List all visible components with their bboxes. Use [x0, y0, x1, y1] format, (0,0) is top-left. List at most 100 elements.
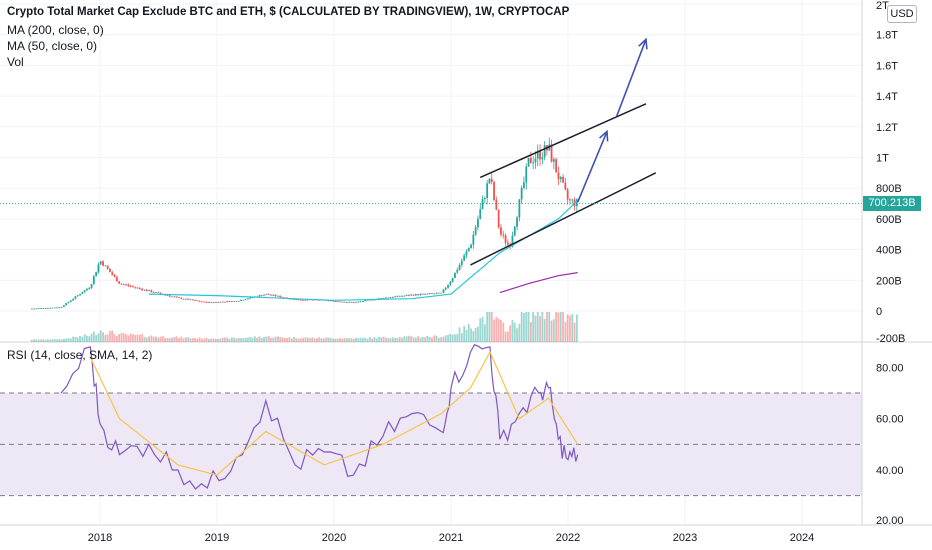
volume-bar: [51, 339, 54, 342]
volume-bar: [486, 312, 489, 342]
volume-bar: [244, 337, 247, 342]
price-axis-tick-label: 0: [876, 306, 882, 318]
volume-bar: [299, 338, 302, 342]
candle-body: [65, 303, 68, 306]
candle-body: [76, 295, 79, 297]
volume-bar: [214, 338, 217, 342]
volume-bar: [164, 337, 167, 342]
volume-bar: [171, 337, 173, 342]
volume-bar: [111, 330, 114, 342]
candle-body: [366, 299, 369, 301]
volume-bar: [454, 334, 456, 342]
candle-body: [571, 199, 574, 201]
volume-bar: [428, 336, 431, 342]
volume-bar: [316, 338, 318, 342]
volume-bar: [562, 312, 564, 342]
volume-bar: [290, 338, 293, 342]
volume-bar: [539, 316, 541, 342]
volume-bar: [313, 338, 316, 342]
candle-body: [359, 301, 362, 303]
ma50-legend[interactable]: MA (50, close, 0): [7, 39, 98, 53]
rsi-legend[interactable]: RSI (14, close, SMA, 14, 2): [7, 348, 153, 362]
volume-bar: [178, 338, 180, 342]
volume-bar: [408, 335, 410, 342]
volume-bar: [472, 330, 475, 342]
candle-body: [109, 268, 111, 273]
candle-body: [405, 295, 408, 296]
volume-bar: [228, 338, 231, 342]
volume-bar: [150, 335, 153, 342]
candle-body: [201, 301, 203, 303]
candle-body: [97, 264, 100, 272]
candle-body: [527, 157, 530, 167]
volume-bar: [497, 318, 500, 342]
volume-bar: [552, 319, 555, 342]
candle-body: [251, 297, 254, 299]
volume-bar: [320, 338, 323, 342]
candle-body: [148, 290, 150, 292]
candle-body: [210, 302, 213, 304]
volume-bar: [113, 334, 116, 342]
volume-bar: [138, 334, 141, 342]
volume-bar: [76, 337, 79, 342]
volume-bar: [391, 337, 394, 342]
volume-bar: [325, 337, 328, 342]
volume-bar: [403, 336, 406, 342]
volume-legend[interactable]: Vol: [7, 55, 24, 69]
volume-bar: [210, 338, 213, 342]
volume-bar: [318, 337, 321, 342]
candle-body: [385, 297, 387, 299]
volume-bar: [224, 337, 226, 342]
volume-bar: [412, 337, 415, 342]
volume-bar: [431, 337, 433, 342]
rsi-lines: [60, 344, 579, 490]
volume-bar: [550, 320, 553, 342]
volume-bar: [387, 338, 390, 342]
candle-body: [247, 298, 249, 300]
volume-bar: [302, 337, 305, 342]
volume-bar: [60, 339, 63, 342]
volume-bar: [132, 334, 134, 342]
price-axis-tick-label: 1.2T: [876, 122, 898, 134]
candle-body: [244, 299, 247, 301]
volume-bar: [571, 313, 574, 342]
volume-bar: [40, 339, 42, 342]
candle-body: [447, 284, 449, 288]
candle-body: [30, 308, 33, 310]
candle-body: [511, 235, 514, 247]
price-axis-tick-label: 200B: [876, 275, 902, 287]
volume-bar: [460, 333, 463, 342]
candle-body: [191, 299, 194, 301]
ma200-legend[interactable]: MA (200, close, 0): [7, 23, 104, 37]
volume-bar: [196, 338, 199, 342]
candle-body: [274, 294, 277, 297]
candle-body: [426, 293, 429, 295]
candle-body: [270, 294, 272, 296]
currency-badge[interactable]: USD: [887, 5, 917, 23]
volume-bar: [286, 337, 288, 342]
candle-body: [559, 176, 562, 180]
candle-body: [483, 197, 486, 200]
volume-bar: [470, 328, 472, 342]
volume-bar: [230, 337, 233, 342]
candle-body: [150, 290, 153, 293]
rsi-axis-tick-label: 80.00: [876, 362, 904, 374]
price-axis-tick-label: 1.8T: [876, 30, 898, 42]
time-axis-tick-label: 2018: [88, 532, 112, 544]
candle-body: [125, 284, 127, 286]
volume-bar: [555, 312, 558, 342]
candle-body: [433, 293, 436, 295]
volume-bar: [297, 338, 300, 342]
volume-bar: [527, 312, 530, 342]
candle-body: [233, 301, 236, 302]
volume-bar: [67, 338, 70, 342]
volume-bar: [306, 337, 309, 342]
candle-body: [166, 294, 169, 296]
candle-body: [424, 293, 426, 295]
volume-bar: [102, 332, 104, 342]
volume-bar: [97, 333, 100, 342]
candle-body: [152, 292, 155, 294]
candle-body: [46, 307, 49, 309]
volume-bar: [488, 312, 491, 342]
